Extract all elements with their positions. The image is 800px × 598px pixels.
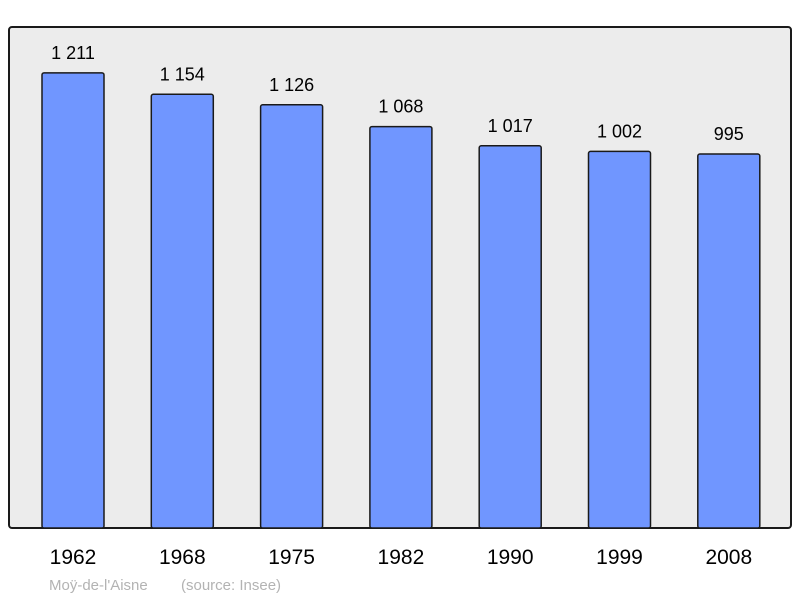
value-label-1990: 1 017 xyxy=(488,116,533,136)
value-label-2008: 995 xyxy=(714,124,744,144)
bar-1982 xyxy=(369,125,433,529)
bar-1990 xyxy=(478,145,542,529)
value-label-1968: 1 154 xyxy=(160,64,205,84)
bar-1999 xyxy=(587,150,652,529)
bar-1975 xyxy=(259,104,324,529)
bar-2008 xyxy=(697,153,761,529)
x-tick-label-2008: 2008 xyxy=(705,546,752,569)
footer-place: Moÿ-de-l'Aisne xyxy=(49,577,148,594)
x-tick-label-1982: 1982 xyxy=(378,546,425,569)
x-tick-label-1990: 1990 xyxy=(487,546,534,569)
footer-source: (source: Insee) xyxy=(181,577,281,594)
value-label-1962: 1 211 xyxy=(51,43,95,63)
x-tick-label-1999: 1999 xyxy=(596,546,643,569)
value-label-1999: 1 002 xyxy=(597,121,642,141)
x-tick-label-1962: 1962 xyxy=(50,546,97,569)
value-label-1982: 1 068 xyxy=(378,97,423,117)
x-tick-label-1968: 1968 xyxy=(159,546,206,569)
bar-1968 xyxy=(150,93,215,529)
x-tick-label-1975: 1975 xyxy=(268,546,315,569)
bar-1962 xyxy=(41,72,105,529)
value-label-1975: 1 126 xyxy=(269,75,314,95)
